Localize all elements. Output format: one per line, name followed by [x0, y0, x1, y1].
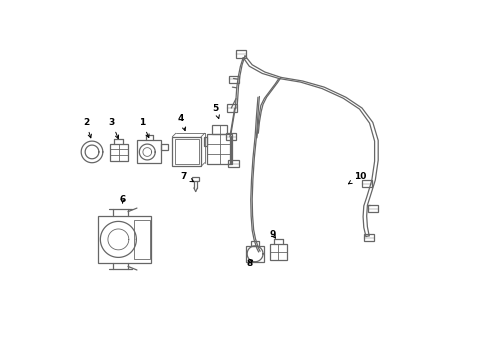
Text: 9: 9	[270, 230, 276, 239]
Text: 5: 5	[212, 104, 220, 118]
Text: 10: 10	[348, 172, 367, 184]
Text: 1: 1	[139, 118, 149, 138]
Text: 2: 2	[83, 118, 92, 138]
Text: 3: 3	[109, 118, 119, 139]
Text: 4: 4	[178, 113, 186, 131]
Text: 7: 7	[181, 172, 194, 182]
Text: 8: 8	[246, 259, 252, 268]
Text: 6: 6	[120, 195, 126, 204]
